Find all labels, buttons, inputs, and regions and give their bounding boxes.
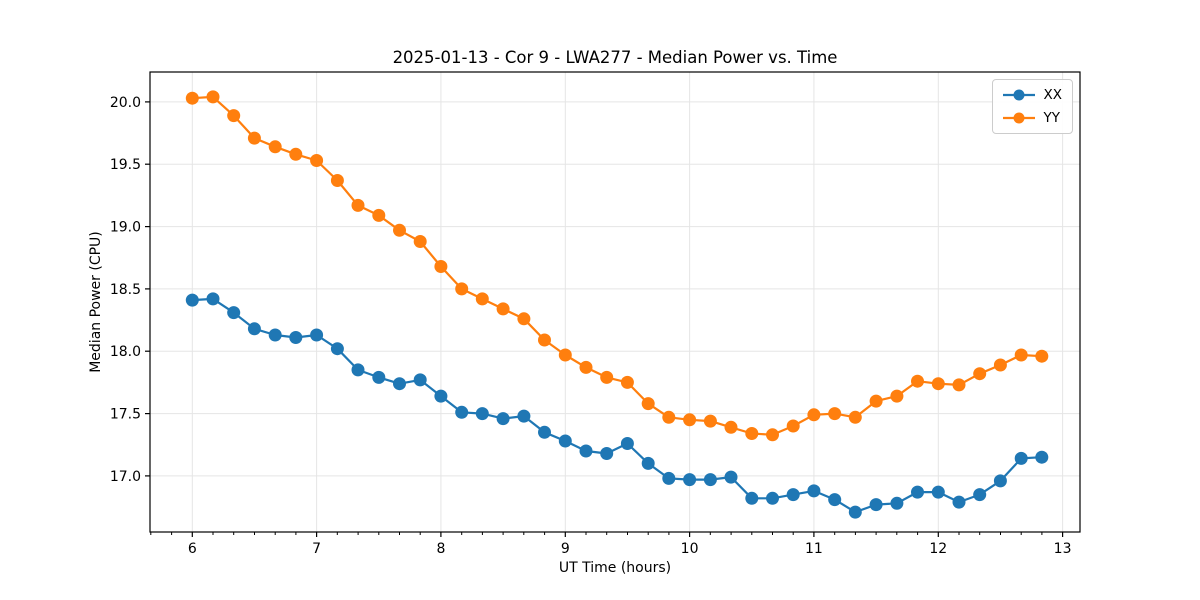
x-axis-label: UT Time (hours) [558, 560, 672, 576]
gridlines [150, 72, 1080, 532]
svg-text:20.0: 20.0 [110, 95, 141, 111]
legend-item-XX: XX [1002, 85, 1063, 105]
svg-text:18.5: 18.5 [110, 282, 141, 298]
x-ticks: 6 7 8 9 10 11 12 13 [150, 532, 1072, 557]
svg-text:19.5: 19.5 [110, 157, 141, 173]
svg-text:18.0: 18.0 [110, 344, 141, 360]
chart-title: 2025-01-13 - Cor 9 - LWA277 - Median Pow… [392, 48, 838, 67]
svg-text:17.0: 17.0 [110, 469, 141, 485]
svg-text:17.5: 17.5 [110, 407, 141, 423]
series-YY-markers [185, 90, 1049, 442]
svg-text:6: 6 [188, 541, 197, 557]
svg-text:7: 7 [312, 541, 321, 557]
svg-text:9: 9 [561, 541, 570, 557]
svg-text:12: 12 [929, 541, 947, 557]
series-XX [185, 292, 1049, 519]
legend-sample-YY [1002, 112, 1035, 124]
svg-text:10: 10 [681, 541, 699, 557]
svg-text:13: 13 [1054, 541, 1072, 557]
y-ticks: 17.0 17.5 18.0 18.5 19.0 19.5 20.0 [110, 95, 150, 485]
svg-text:19.0: 19.0 [110, 220, 141, 236]
legend-item-YY: YY [1002, 108, 1063, 128]
legend-sample-XX [1002, 89, 1035, 101]
series-YY [185, 90, 1049, 442]
series-XX-markers [185, 292, 1049, 519]
svg-text:8: 8 [436, 541, 445, 557]
plot-border [149, 71, 1081, 533]
legend-label-XX: XX [1043, 87, 1063, 103]
legend-label-YY: YY [1043, 110, 1061, 126]
y-axis-label: Median Power (CPU) [88, 231, 104, 373]
legend: XX YY [991, 79, 1073, 134]
svg-text:11: 11 [805, 541, 823, 557]
